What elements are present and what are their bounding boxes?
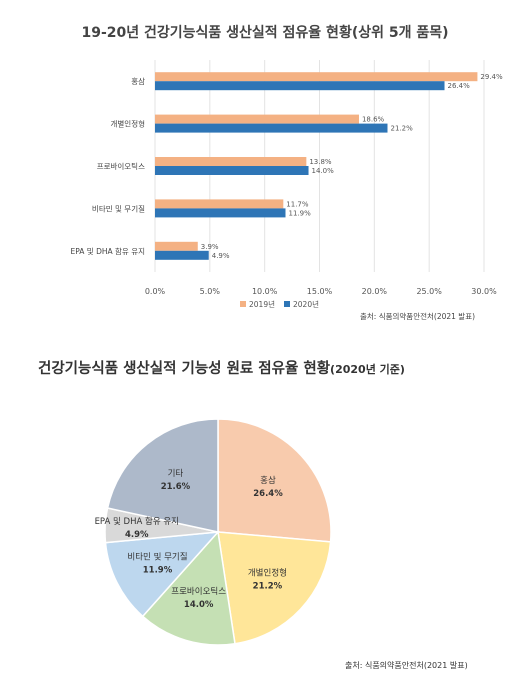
data-label: 29.4% [480, 73, 503, 81]
slice-label: 프로바이오틱스 [171, 586, 226, 597]
bar-2019 [155, 72, 478, 82]
bar-chart-title: 19-20년 건강기능식품 생산실적 점유율 현황(상위 5개 품목) [81, 25, 449, 41]
data-label: 21.2% [390, 125, 413, 133]
pie-chart: 홍삼 26.4% 개별인정형 21.2% 프로바이오틱스 14.0% 비타민 및 무기질 11… [95, 418, 332, 646]
bar-chart-source: 출처: 식품의약품안전처(2021 발표) [360, 312, 476, 321]
category-label: 프로바이오틱스 [97, 161, 145, 171]
x-tick-label: 30.0% [471, 287, 497, 296]
pie-chart-source: 출처: 식품의약품안전처(2021 발표) [345, 661, 468, 670]
slice-label: 비타민 및 무기질 [127, 552, 187, 563]
slice-label: 개별인정형 [248, 567, 287, 578]
bar-2019 [155, 241, 198, 251]
bar-chart: 0.0% 5.0% 10.0% 15.0% 20.0% 25.0% 30.0% 홍삼 29.4%… [71, 60, 503, 309]
data-label: 11.7% [286, 200, 309, 208]
data-label: 14.0% [312, 167, 335, 175]
slice-value: 21.6% [161, 482, 191, 492]
pie-chart-subtitle: (2020년 기준) [330, 363, 405, 376]
slice-label: 홍삼 [260, 475, 276, 486]
pie-slice [104, 531, 220, 618]
bar-2020 [155, 123, 388, 133]
legend-swatch [284, 301, 290, 307]
category-label: EPA 및 DHA 함유 유지 [71, 246, 146, 256]
pie-slice [106, 418, 219, 533]
pie-chart-title: 건강기능식품 생산실적 기능성 원료 점유율 현황(2020년 기준) [38, 357, 405, 378]
x-tick-label: 25.0% [416, 287, 442, 296]
data-label: 18.6% [362, 116, 385, 124]
category-label: 개별인정형 [111, 119, 146, 129]
pie-slice [217, 531, 332, 645]
bar-2020 [155, 81, 445, 91]
data-label: 13.8% [309, 158, 332, 166]
pie-slice [141, 530, 236, 646]
slice-label: 기타 [168, 469, 184, 479]
legend-label: 2019년 [249, 299, 275, 309]
bar-2019 [155, 199, 284, 209]
slice-value: 21.2% [253, 581, 283, 591]
x-tick-label: 5.0% [200, 287, 221, 296]
data-label: 11.9% [289, 209, 312, 217]
legend-swatch [240, 301, 246, 307]
legend-label: 2020년 [293, 299, 319, 309]
bar-2019 [155, 157, 307, 166]
x-tick-label: 20.0% [362, 287, 388, 296]
slice-value: 4.9% [125, 530, 149, 540]
bar-2020 [155, 166, 309, 175]
slice-value: 26.4% [253, 489, 283, 499]
x-tick-label: 0.0% [145, 287, 166, 296]
data-label: 4.9% [212, 252, 230, 260]
pie-slice [217, 418, 332, 543]
data-label: 3.9% [201, 243, 219, 251]
slice-value: 14.0% [184, 600, 214, 610]
slice-value: 11.9% [143, 566, 173, 576]
pie-chart-title-main: 건강기능식품 생산실적 기능성 원료 점유율 현황 [38, 361, 331, 377]
category-label: 비타민 및 무기질 [92, 203, 145, 213]
category-label: 홍삼 [131, 76, 145, 86]
bar-2019 [155, 114, 359, 124]
data-label: 26.4% [448, 82, 471, 90]
bar-2020 [155, 208, 286, 218]
slice-label: EPA 및 DHA 함유 유지 [95, 516, 179, 527]
x-tick-label: 15.0% [307, 287, 333, 296]
x-tick-label: 10.0% [252, 287, 278, 296]
bar-2020 [155, 250, 209, 260]
